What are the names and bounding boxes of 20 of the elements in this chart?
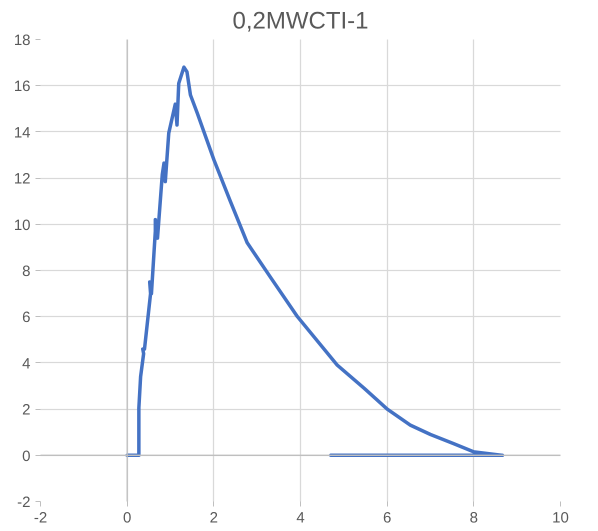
y-tick-label: 10 — [14, 216, 31, 234]
x-tick-label: 6 — [382, 510, 392, 526]
x-tick-label: 10 — [552, 510, 569, 526]
y-tick-label: 0 — [22, 448, 30, 465]
y-tick-label: 18 — [14, 32, 31, 49]
y-tick-label: 14 — [14, 124, 31, 142]
line-series — [125, 65, 504, 458]
y-tick-label: 6 — [22, 309, 30, 326]
y-tick-label: 4 — [22, 355, 30, 372]
y-tick-label: 12 — [14, 170, 31, 188]
x-tick-label: 8 — [470, 510, 478, 526]
x-tick-label: 4 — [296, 510, 305, 526]
y-tick-label: 8 — [22, 263, 30, 280]
y-tick-label: 16 — [14, 78, 31, 96]
y-tick-label: -2 — [17, 494, 31, 511]
x-tick-label: -2 — [34, 510, 48, 526]
x-tick-label: 0 — [122, 510, 132, 526]
chart-title: 0,2MWCTI-1 — [232, 8, 369, 34]
x-tick-label: 2 — [210, 510, 218, 526]
y-tick-label: 2 — [22, 402, 30, 419]
